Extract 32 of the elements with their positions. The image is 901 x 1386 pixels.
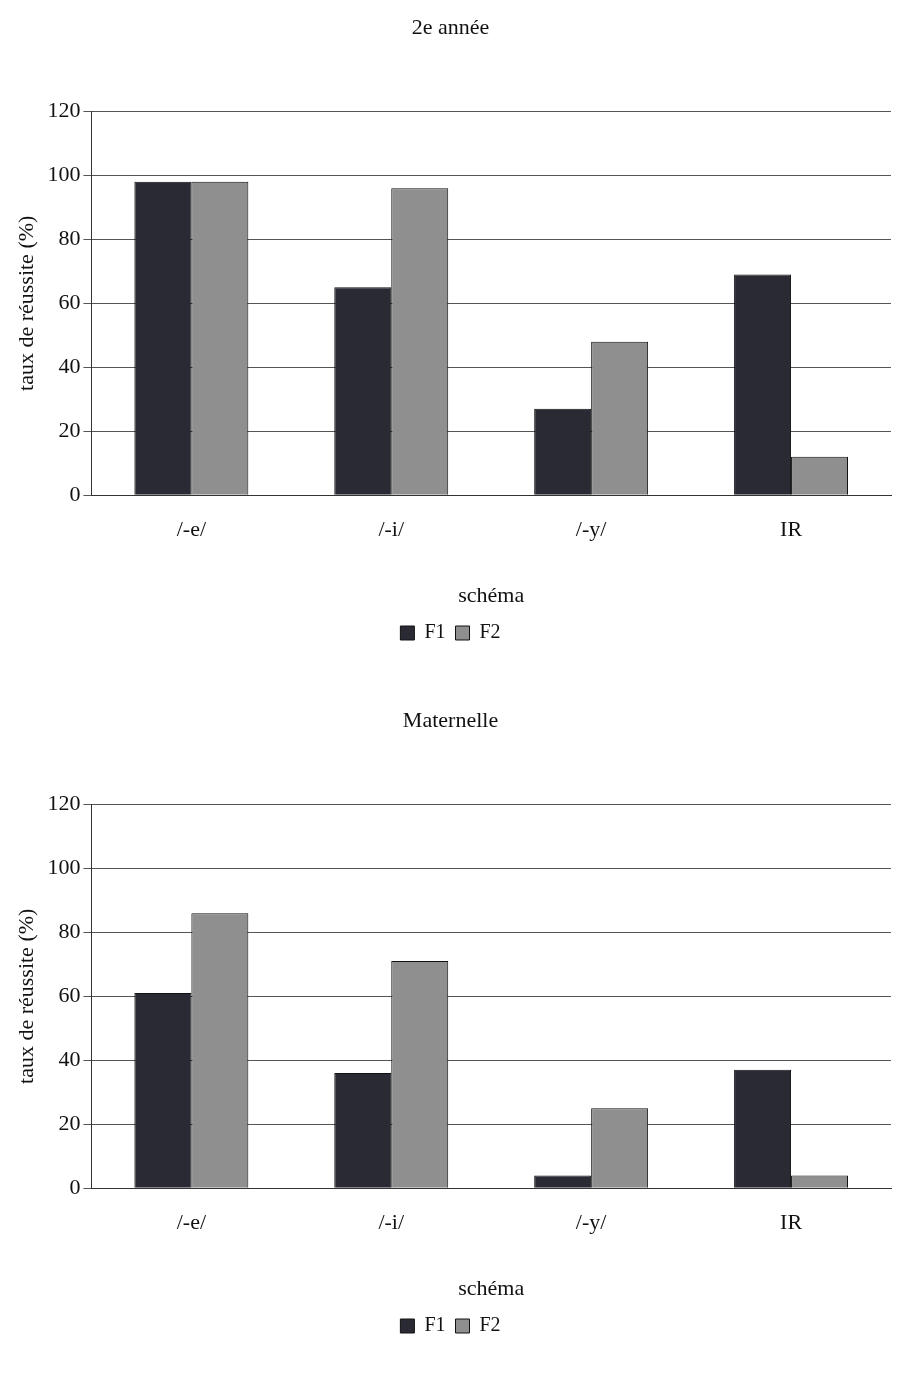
y-tick-label: 0 (69, 480, 81, 506)
y-axis-title: taux de réussite (%) (12, 908, 38, 1084)
y-tick-label: 40 (58, 1046, 81, 1072)
y-tick-label: 20 (58, 1110, 81, 1136)
legend-label: F2 (479, 620, 501, 643)
y-tick-label: 120 (47, 790, 81, 816)
chart-title: Maternelle (402, 706, 499, 732)
x-tick-label: /-e/ (176, 516, 207, 542)
x-tick-label: /-i/ (378, 1209, 405, 1235)
legend-label: F1 (424, 1313, 446, 1336)
x-tick-label: IR (780, 516, 803, 542)
y-tick-label: 0 (69, 1173, 81, 1199)
y-tick-label: 60 (58, 289, 81, 315)
y-tick-label: 120 (47, 97, 81, 123)
y-tick-label: 100 (47, 854, 81, 880)
chart-title: 2e année (411, 13, 490, 39)
x-axis-title: schéma (458, 581, 525, 607)
x-axis-title: schéma (458, 1274, 525, 1300)
x-tick-label: /-i/ (378, 516, 405, 542)
y-tick-label: 80 (58, 225, 81, 251)
x-tick-label: /-y/ (575, 1209, 608, 1235)
x-tick-label: /-e/ (176, 1209, 207, 1235)
y-axis-title: taux de réussite (%) (12, 215, 38, 391)
y-tick-label: 80 (58, 918, 81, 944)
legend-label: F1 (424, 620, 446, 643)
x-tick-label: /-y/ (575, 516, 608, 542)
y-tick-label: 20 (58, 417, 81, 443)
x-tick-label: IR (780, 1209, 803, 1235)
y-tick-label: 60 (58, 982, 81, 1008)
legend-label: F2 (479, 1313, 501, 1336)
y-tick-label: 100 (47, 161, 81, 187)
y-tick-label: 40 (58, 353, 81, 379)
